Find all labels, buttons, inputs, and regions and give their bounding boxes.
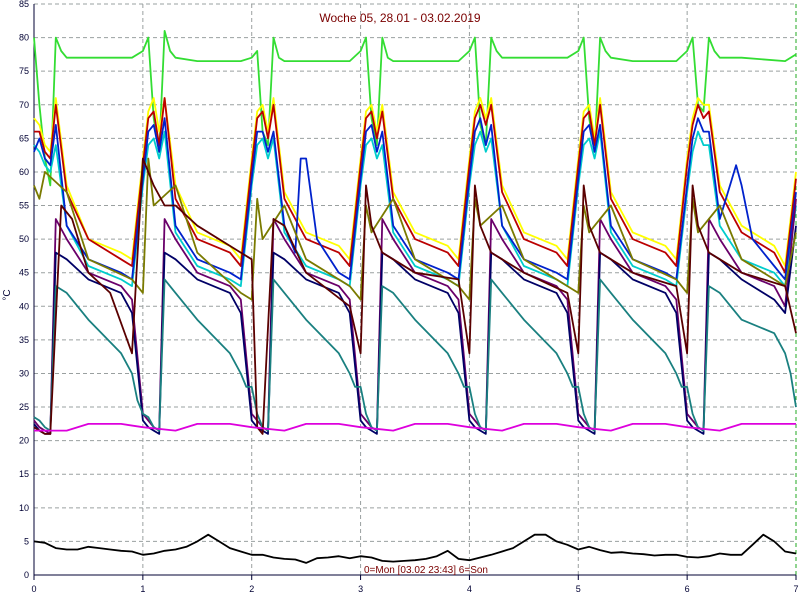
- y-tick-label: 20: [19, 436, 29, 446]
- series-line-4: [33, 130, 797, 288]
- x-tick-label: 3: [358, 584, 363, 594]
- y-tick-label: 35: [19, 335, 29, 345]
- y-tick-label: 85: [19, 0, 29, 9]
- y-tick-label: 55: [19, 201, 29, 211]
- y-tick-label: 0: [24, 570, 29, 580]
- series-line-12: [33, 533, 797, 564]
- y-tick-label: 25: [19, 402, 29, 412]
- chart-title: Woche 05, 28.01 - 03.02.2019: [319, 11, 481, 25]
- series-line-11: [34, 422, 796, 432]
- y-tick-label: 70: [19, 100, 29, 110]
- y-tick-label: 50: [19, 234, 29, 244]
- x-tick-label: 5: [576, 584, 581, 594]
- y-tick-label: 10: [19, 503, 29, 513]
- x-tick-label: 4: [467, 584, 472, 594]
- y-tick-label: 5: [24, 536, 29, 546]
- series-line-9: [33, 157, 797, 301]
- series-line-8: [33, 278, 797, 432]
- y-tick-label: 60: [19, 167, 29, 177]
- series-line-3: [34, 97, 797, 274]
- y-axis-label: °C: [2, 289, 13, 300]
- x-tick-label: 7: [793, 584, 798, 594]
- x-tick-label: 2: [249, 584, 254, 594]
- y-tick-label: 65: [19, 133, 29, 143]
- y-tick-label: 75: [19, 66, 29, 76]
- y-tick-label: 45: [19, 268, 29, 278]
- series-line-10: [33, 157, 797, 435]
- y-tick-label: 80: [19, 33, 29, 43]
- y-tick-label: 40: [19, 301, 29, 311]
- series-lines: [33, 29, 797, 564]
- x-tick-label: 0: [31, 584, 36, 594]
- chart-footer-note: 0=Mon [03.02 23:43] 6=Son: [364, 565, 488, 576]
- y-tick-label: 30: [19, 368, 29, 378]
- series-line-1: [33, 29, 797, 187]
- y-tick-label: 15: [19, 469, 29, 479]
- x-tick-label: 1: [140, 584, 145, 594]
- series-line-5: [33, 117, 797, 281]
- x-tick-label: 6: [685, 584, 690, 594]
